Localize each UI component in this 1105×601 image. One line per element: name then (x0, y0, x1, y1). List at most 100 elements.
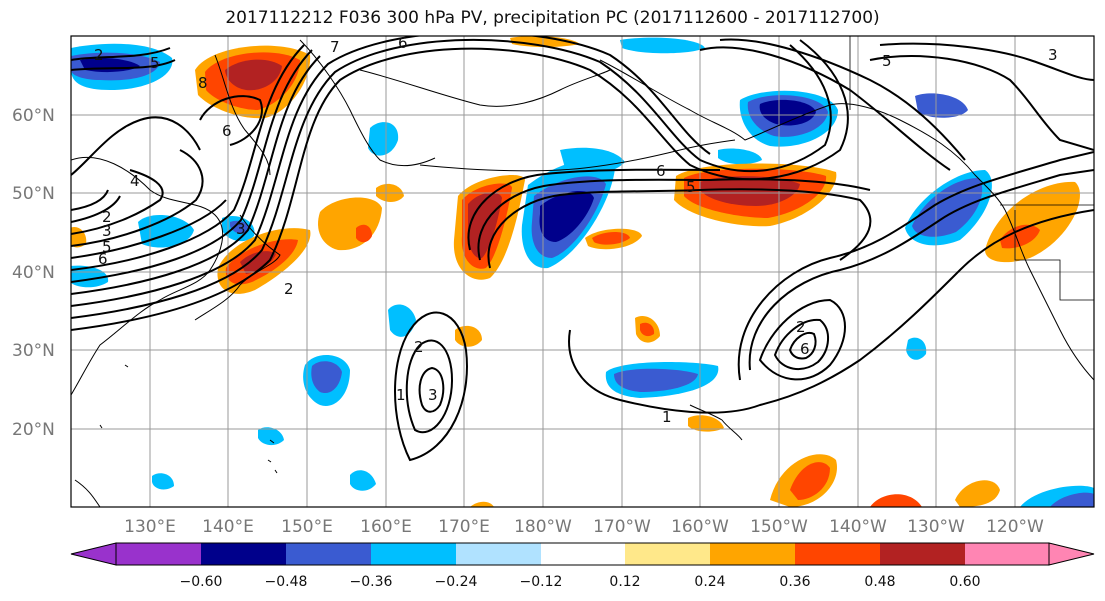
colorbar-tick: 0.48 (864, 574, 895, 590)
pv-contour (199, 95, 263, 146)
colorbar-extend-high (1048, 542, 1095, 566)
pv-contour (788, 332, 817, 360)
colorbar: −0.60 −0.48 −0.36 −0.24 −0.12 0.12 0.24 … (70, 542, 1095, 590)
colorbar-tick: 0.60 (949, 574, 980, 590)
lon-label: 150°E (281, 517, 333, 537)
precip-blob (640, 322, 655, 337)
contour-label: 2 (94, 46, 104, 64)
coastline-asia (71, 156, 224, 396)
precip-blob (368, 122, 399, 156)
contour-label: 6 (222, 122, 232, 140)
lon-label: 180°W (514, 517, 572, 537)
colorbar-segment (541, 543, 625, 565)
contour-label: 1 (662, 408, 672, 426)
lon-label: 140°W (829, 517, 887, 537)
colorbar-segment (965, 543, 1049, 565)
lon-label: 130°W (907, 517, 965, 537)
precip-blob (1050, 492, 1094, 507)
precip-blob (258, 427, 284, 446)
pv-contour (394, 311, 468, 462)
precip-blob (700, 176, 800, 206)
pv-contour (719, 38, 966, 161)
border-states (1014, 210, 1094, 301)
pv-contour (405, 339, 454, 433)
pv-contour (71, 199, 227, 259)
lon-label: 120°W (986, 517, 1044, 537)
longitude-labels: 130°E 140°E 150°E 160°E 170°E 180°W 170°… (124, 517, 1044, 537)
pv-contour (71, 38, 832, 319)
pv-contour (758, 298, 846, 381)
colorbar-segment (795, 543, 880, 565)
contour-label: 8 (198, 74, 208, 92)
pv-contour (71, 39, 849, 331)
pv-contour (71, 169, 164, 235)
precip-blob (539, 191, 594, 242)
precip-blob (759, 99, 816, 126)
lon-label: 170°E (438, 517, 490, 537)
contour-label: 6 (98, 250, 108, 268)
contour-label: 7 (330, 38, 340, 56)
coastline-islands (74, 364, 278, 507)
precip-blob (230, 220, 249, 234)
pv-contour (418, 366, 445, 413)
lon-label: 150°W (750, 517, 808, 537)
pv-contour (71, 44, 305, 271)
colorbar-tick: −0.12 (520, 574, 563, 590)
precip-blob (356, 224, 372, 243)
pv-contour (71, 195, 121, 223)
lon-label: 140°E (202, 517, 254, 537)
coastline-hawaii (689, 404, 743, 441)
precip-blob (688, 415, 724, 432)
colorbar-tick: −0.48 (265, 574, 308, 590)
contour-label: 6 (800, 340, 810, 358)
pv-contour (71, 49, 313, 283)
pv-contour (773, 318, 829, 371)
pv-contour (71, 47, 171, 61)
precip-blob (906, 337, 927, 360)
colorbar-tick: 0.12 (609, 574, 640, 590)
pv-contour (568, 209, 1094, 414)
lat-label: 30°N (12, 341, 55, 361)
contour-label: 3 (428, 386, 438, 404)
colorbar-extend-low (70, 542, 117, 566)
contour-label: 3 (1048, 46, 1058, 64)
contour-label: 2 (414, 338, 424, 356)
pv-contour (71, 36, 711, 307)
coastline-kamchatka (214, 54, 271, 176)
lon-label: 130°E (124, 517, 176, 537)
precip-blob (71, 265, 109, 288)
precip-blob (955, 480, 1000, 507)
precip-blob (311, 361, 342, 394)
figure-title: 2017112212 F036 300 hPa PV, precipitatio… (225, 8, 880, 28)
contour-label: 5 (102, 238, 112, 256)
colorbar-segment (710, 543, 795, 565)
colorbar-tick: −0.36 (350, 574, 393, 590)
pv-contours (71, 36, 1094, 462)
precip-blob (870, 494, 922, 507)
precip-blob (455, 325, 482, 347)
contour-label: 6 (398, 34, 408, 52)
contour-label: 5 (150, 54, 160, 72)
colorbar-segment (456, 543, 541, 565)
colorbar-tick: −0.60 (180, 574, 223, 590)
lon-label: 160°W (671, 517, 729, 537)
precip-blob (1000, 224, 1040, 249)
colorbar-tick: −0.24 (435, 574, 478, 590)
coastline-northamerica (1004, 209, 1094, 381)
precip-blob (718, 148, 762, 165)
colorbar-segment (371, 543, 456, 565)
gridlines (71, 36, 1094, 507)
contour-label: 3 (102, 222, 112, 240)
colorbar-frame (115, 542, 1050, 566)
map-frame (70, 35, 1095, 508)
precip-blob (592, 232, 630, 245)
precip-blob (614, 368, 698, 392)
colorbar-segment (625, 543, 710, 565)
precip-blob (620, 37, 705, 54)
colorbar-tick: 0.24 (694, 574, 725, 590)
pv-contour (879, 42, 1094, 81)
pv-contour (699, 46, 951, 171)
precip-blob (560, 147, 625, 175)
contour-label: 1 (396, 386, 406, 404)
precip-blob (350, 470, 376, 491)
